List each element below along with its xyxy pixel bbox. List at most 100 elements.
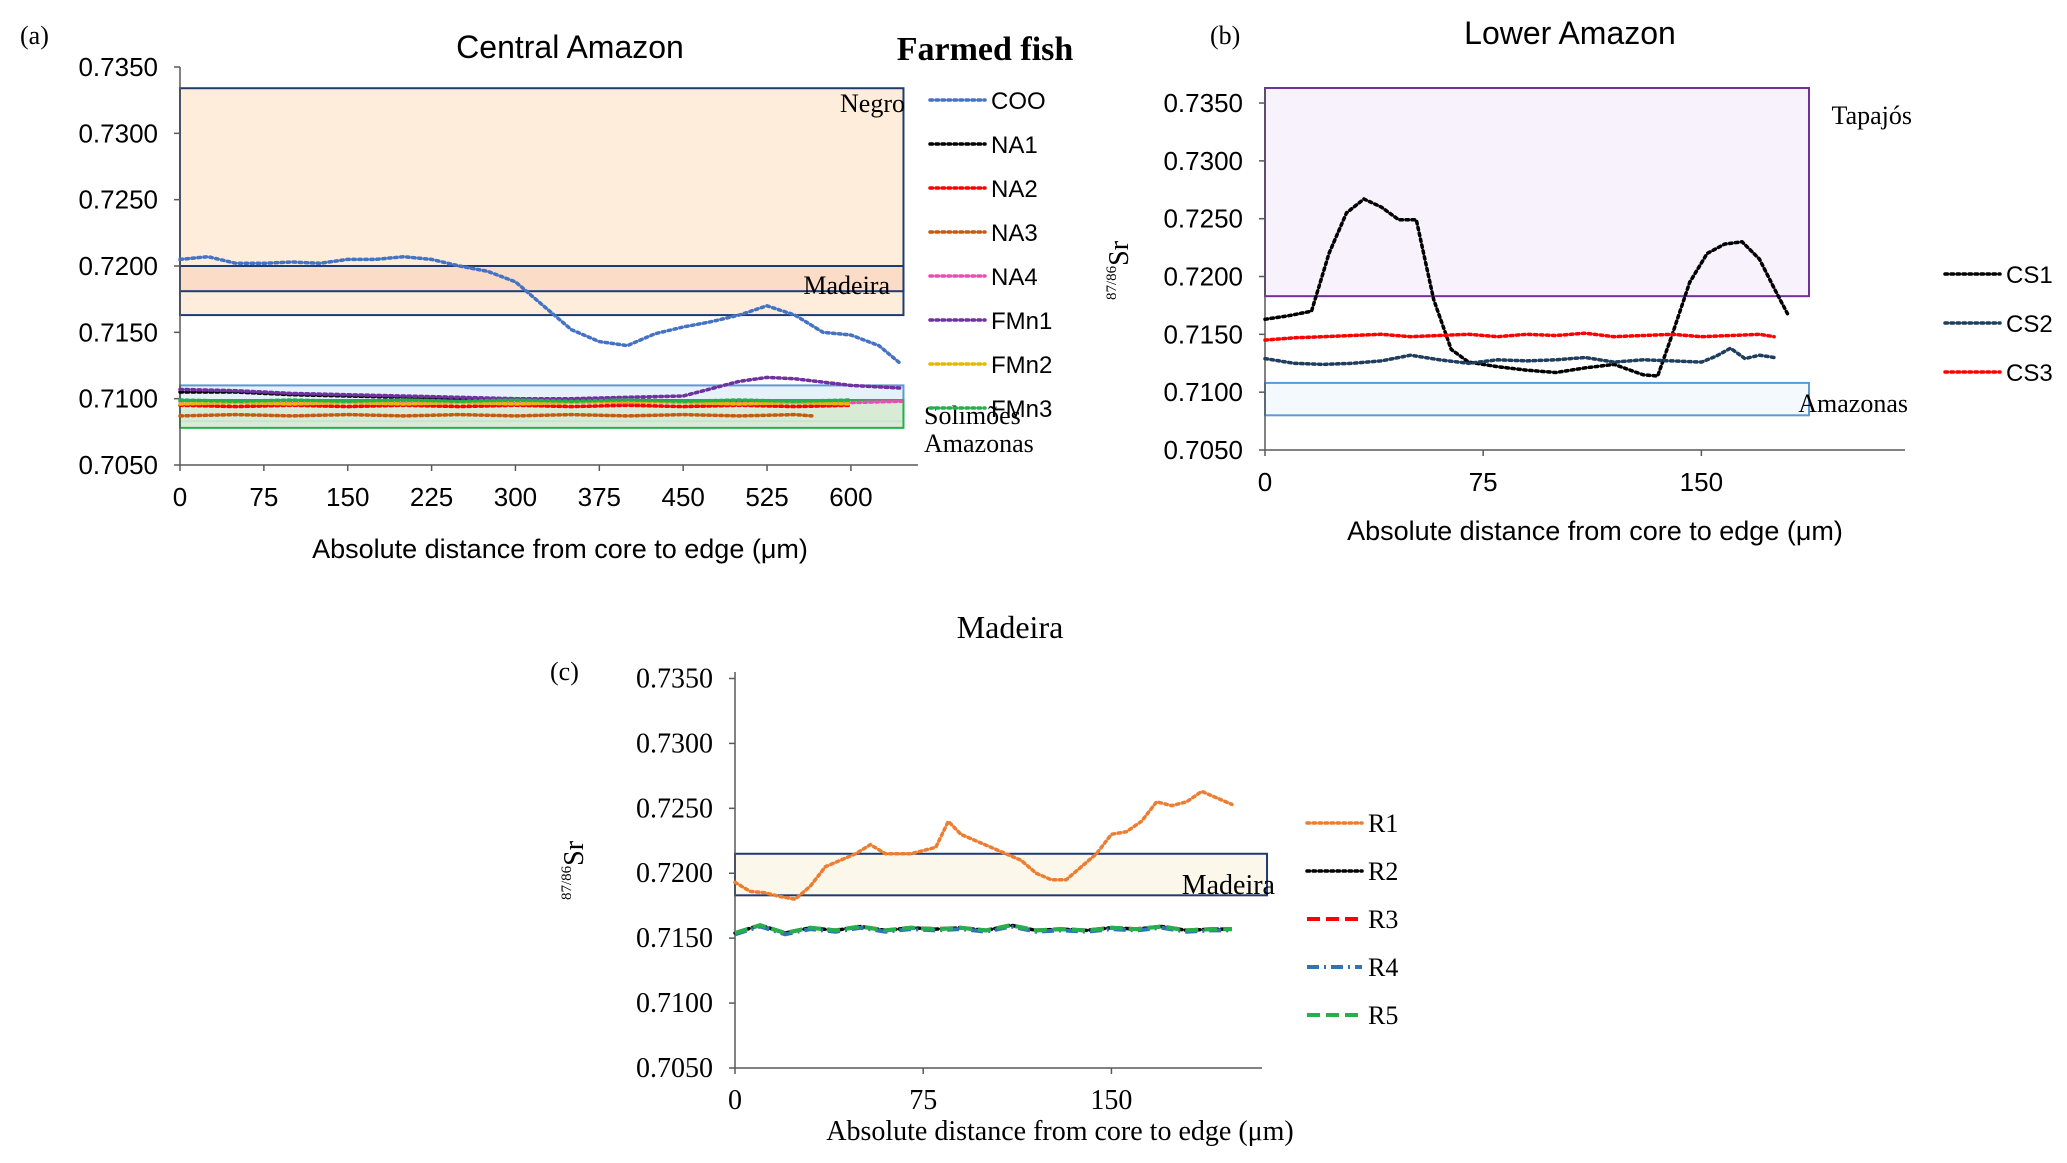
y-tick-label: 0.7050 — [636, 1053, 713, 1084]
panel-a-x-axis-label: Absolute distance from core to edge (μm) — [312, 534, 808, 564]
region-label-solimões: Solimões — [924, 401, 1021, 430]
legend-label-r5: R5 — [1368, 1001, 1398, 1030]
panel-c-letter: (c) — [550, 657, 579, 686]
panel-c-x-axis-label: Absolute distance from core to edge (μm) — [826, 1116, 1294, 1147]
series-line-na3 — [178, 412, 814, 418]
y-tick-label: 0.7350 — [636, 663, 713, 694]
panel-c-y-axis-label: 87/86Sr — [559, 840, 590, 900]
panel-c-title: Madeira — [957, 609, 1064, 645]
x-tick-label: 0 — [728, 1085, 742, 1116]
x-tick-label: 300 — [494, 482, 537, 512]
panel-b-y-axis-label-superscript: 87/86 — [1104, 265, 1120, 300]
y-tick-label: 0.7200 — [1163, 262, 1243, 292]
x-tick-label: 525 — [745, 482, 788, 512]
panel-b-y-axis-label-main: Sr — [1104, 240, 1135, 266]
region-tapajós — [1264, 87, 1810, 298]
panel-a-letter: (a) — [20, 21, 49, 50]
panel-b-title: Lower Amazon — [1464, 15, 1676, 51]
series-line-cs1 — [1263, 196, 1791, 378]
region-label-amazonas: Amazonas — [1798, 389, 1908, 418]
y-tick-label: 0.7250 — [636, 793, 713, 824]
legend-label-cs3: CS3 — [2006, 360, 2053, 387]
x-tick-label: 150 — [1680, 467, 1723, 497]
region-label-negro: Negro — [840, 89, 905, 118]
panel-b-letter: (b) — [1210, 21, 1240, 50]
legend-label-na2: NA2 — [991, 176, 1038, 203]
y-tick-label: 0.7150 — [636, 923, 713, 954]
panel-a-title: Central Amazon — [456, 29, 684, 65]
series-cs3 — [1263, 331, 1776, 342]
region-madeira — [179, 265, 905, 293]
y-tick-label: 0.7350 — [78, 52, 158, 82]
x-tick-label: 75 — [1469, 467, 1498, 497]
x-tick-label: 150 — [326, 482, 369, 512]
series-coo — [178, 254, 903, 366]
y-tick-label: 0.7300 — [1163, 146, 1243, 176]
y-tick-label: 0.7300 — [78, 118, 158, 148]
y-tick-label: 0.7050 — [78, 450, 158, 480]
series-line-fmn2 — [178, 399, 853, 406]
legend-label-fmn2: FMn2 — [991, 352, 1052, 379]
panel-a-group-title: Farmed fish — [897, 31, 1074, 68]
region-label-tapajós: Tapajós — [1832, 101, 1913, 130]
series-na3 — [178, 412, 814, 418]
x-tick-label: 225 — [410, 482, 453, 512]
legend-label-na4: NA4 — [991, 264, 1038, 291]
y-tick-label: 0.7200 — [78, 251, 158, 281]
legend-label-cs1: CS1 — [2006, 262, 2053, 289]
x-tick-label: 0 — [173, 482, 187, 512]
y-tick-label: 0.7200 — [636, 858, 713, 889]
series-line-cs3 — [1263, 331, 1776, 342]
y-tick-label: 0.7150 — [78, 317, 158, 347]
chart-b: 0.7050 0.7100 0.7150 0.7200 0.7250 0.7300 0.73… — [1163, 87, 2053, 497]
y-tick-label: 0.7100 — [1163, 377, 1243, 407]
charts-layer: 0.7050 0.7100 0.7150 0.7200 0.7250 0.7300 0.73… — [78, 52, 2052, 1116]
x-tick-label: 75 — [249, 482, 278, 512]
series-line-r5 — [734, 923, 1232, 936]
series-r1 — [733, 789, 1234, 902]
legend-label-r2: R2 — [1368, 857, 1398, 886]
region-amazonas — [1264, 381, 1810, 417]
region-madeira — [734, 852, 1269, 897]
y-tick-label: 0.7100 — [636, 988, 713, 1019]
series-fmn1 — [178, 375, 903, 401]
legend-label-r3: R3 — [1368, 905, 1398, 934]
legend-label-na1: NA1 — [991, 132, 1038, 159]
y-tick-label: 0.7350 — [1163, 88, 1243, 118]
region-label-amazonas: Amazonas — [924, 429, 1034, 458]
svg-text:87/86Sr: 87/86Sr — [1104, 240, 1135, 300]
legend-label-coo: COO — [991, 88, 1046, 115]
chart-c: 0.7050 0.7100 0.7150 0.7200 0.7250 0.7300 0.73… — [636, 663, 1398, 1116]
x-tick-label: 375 — [578, 482, 621, 512]
chart-a: 0.7050 0.7100 0.7150 0.7200 0.7250 0.7300 0.73… — [78, 52, 1052, 512]
series-line-r1 — [733, 789, 1234, 902]
panel-b-x-axis-label: Absolute distance from core to edge (μm) — [1347, 516, 1843, 546]
region-label-madeira: Madeira — [1182, 870, 1276, 901]
panel-b-y-axis-label: 87/86Sr — [1104, 240, 1135, 300]
series-line-fmn3 — [178, 398, 853, 404]
x-tick-label: 600 — [829, 482, 872, 512]
panel-c-y-axis-label-main: Sr — [559, 840, 590, 866]
x-tick-label: 450 — [661, 482, 704, 512]
y-tick-label: 0.7250 — [78, 185, 158, 215]
legend-label-r1: R1 — [1368, 809, 1398, 838]
x-tick-label: 75 — [909, 1085, 937, 1116]
series-r5 — [734, 923, 1232, 936]
y-tick-label: 0.7100 — [78, 384, 158, 414]
y-tick-label: 0.7150 — [1163, 319, 1243, 349]
series-line-fmn1 — [178, 375, 903, 401]
y-tick-label: 0.7300 — [636, 728, 713, 759]
x-tick-label: 0 — [1258, 467, 1272, 497]
series-cs2 — [1263, 346, 1776, 367]
panel-c-y-axis-label-superscript: 87/86 — [559, 865, 575, 900]
series-line-cs2 — [1263, 346, 1776, 367]
y-tick-label: 0.7250 — [1163, 204, 1243, 234]
y-tick-label: 0.7050 — [1163, 435, 1243, 465]
legend-label-fmn1: FMn1 — [991, 308, 1052, 335]
legend-label-r4: R4 — [1368, 953, 1398, 982]
legend-label-fmn3: FMn3 — [991, 396, 1052, 423]
svg-text:87/86Sr: 87/86Sr — [559, 840, 590, 900]
legend-label-cs2: CS2 — [2006, 311, 2053, 338]
series-fmn3 — [178, 398, 853, 404]
